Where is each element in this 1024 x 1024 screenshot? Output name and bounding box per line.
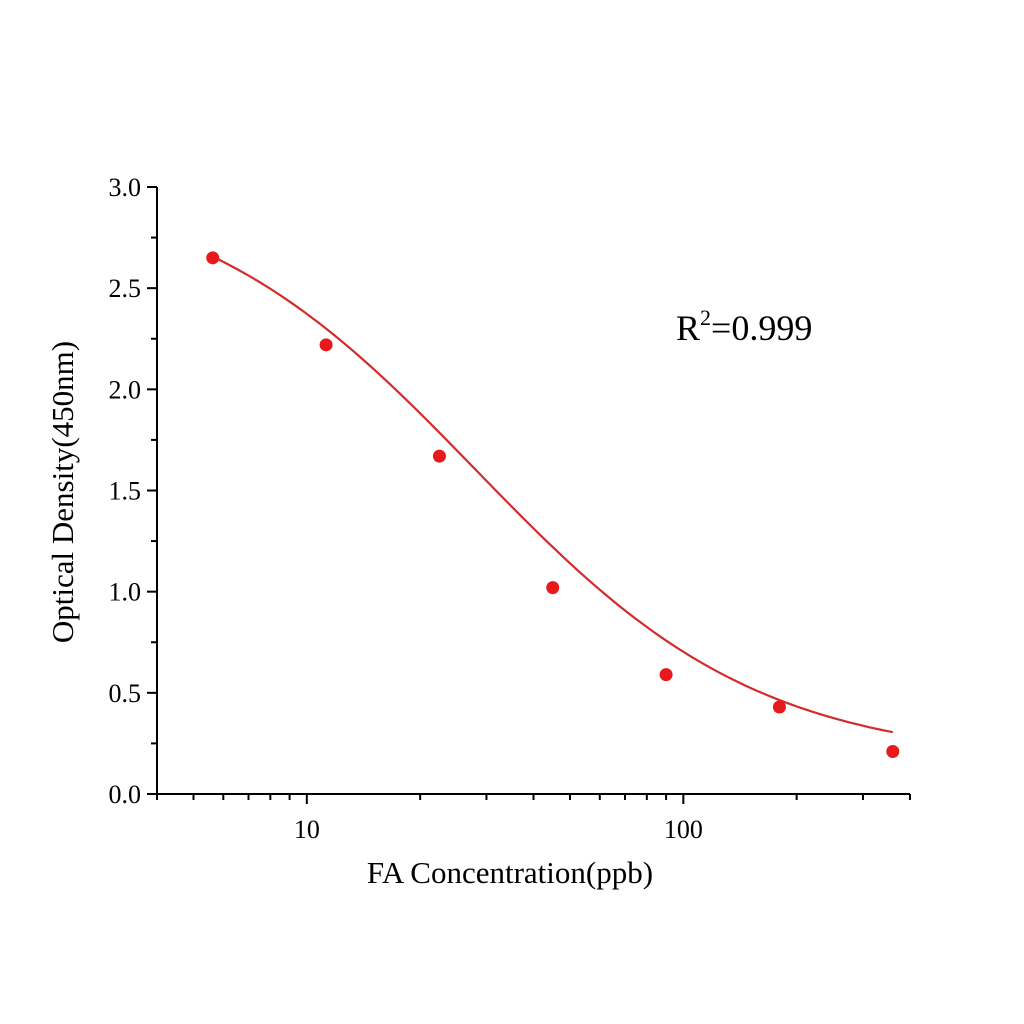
x-tick-label: 10: [294, 815, 320, 844]
data-point: [772, 700, 786, 714]
r2-prefix: R: [676, 308, 700, 348]
y-tick-label: 1.5: [109, 477, 142, 506]
tick-labels: 0.0 0.5 1.0 1.5 2.0 2.5 3.0 10 100: [109, 173, 703, 844]
y-axis-title: Optical Density(450nm): [45, 341, 80, 643]
y-tick-label: 1.0: [109, 578, 142, 607]
data-point: [886, 745, 900, 759]
data-point: [546, 581, 560, 595]
data-point: [432, 449, 446, 463]
y-tick-label: 0.5: [109, 679, 142, 708]
axes: [156, 187, 910, 795]
r2-superscript: 2: [700, 305, 711, 330]
y-tick-label: 2.0: [109, 375, 142, 404]
y-tick-label: 3.0: [109, 173, 142, 202]
data-point: [659, 668, 673, 682]
data-points: [206, 251, 900, 759]
fit-curve: [212, 255, 893, 734]
r-squared-annotation: R2=0.999: [676, 305, 812, 348]
r2-value: =0.999: [711, 308, 812, 348]
ticks: [147, 186, 911, 804]
y-tick-label: 0.0: [109, 780, 142, 809]
x-tick-label: 100: [664, 815, 703, 844]
x-axis-title: FA Concentration(ppb): [367, 855, 653, 890]
data-point: [206, 251, 220, 265]
data-point: [319, 338, 333, 352]
y-tick-label: 2.5: [109, 274, 142, 303]
